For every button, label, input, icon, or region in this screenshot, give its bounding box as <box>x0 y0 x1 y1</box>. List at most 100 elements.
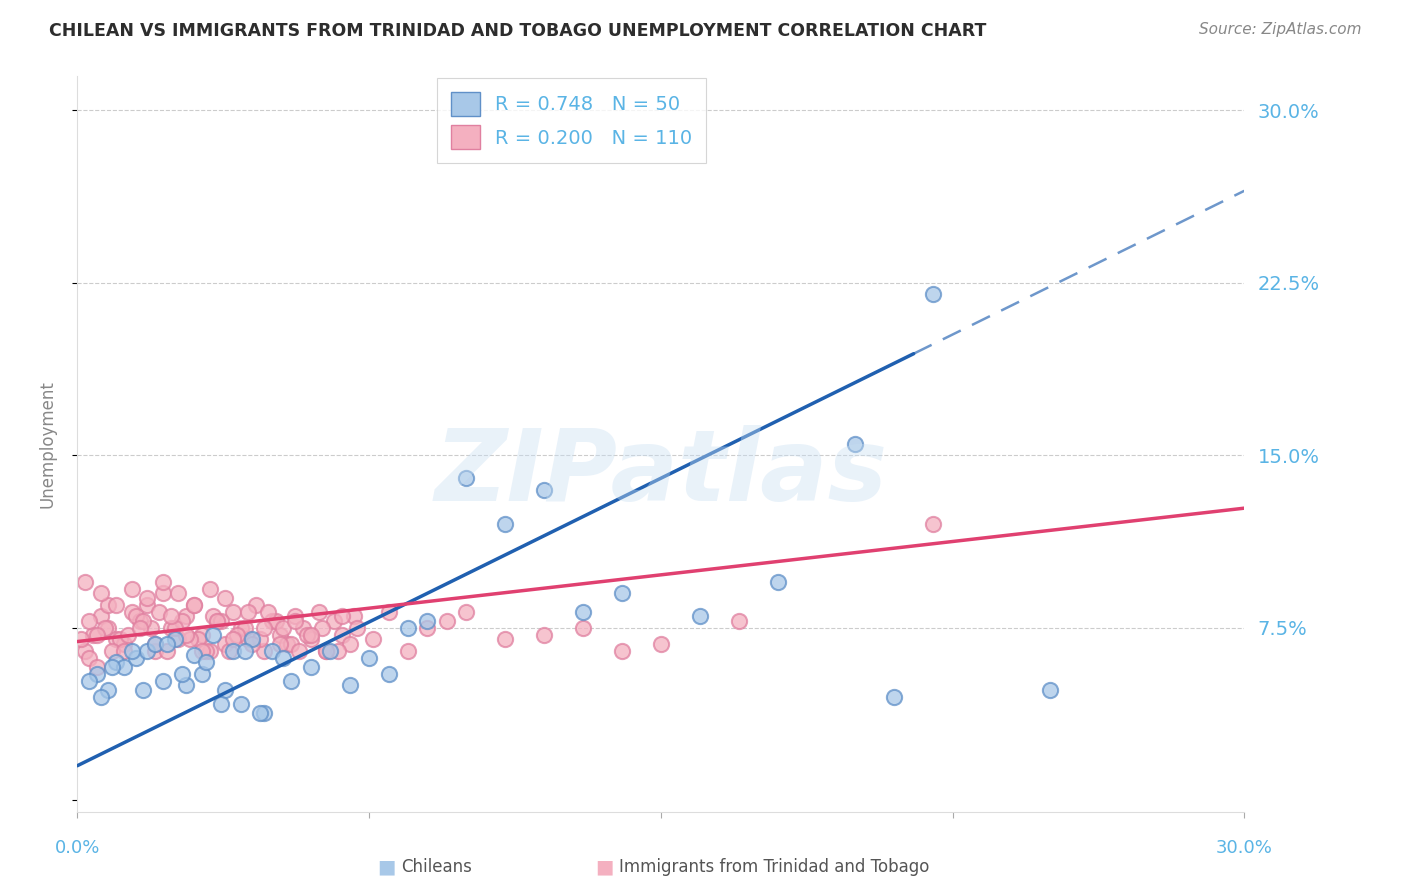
Point <box>93 621 115 635</box>
Point <box>533 627 555 641</box>
Point <box>183 598 205 612</box>
Point <box>121 605 143 619</box>
Point <box>572 621 595 635</box>
Point <box>105 632 128 647</box>
Point <box>143 637 166 651</box>
Point <box>202 627 225 641</box>
Point <box>883 690 905 704</box>
Point <box>330 627 353 641</box>
Point <box>276 637 298 651</box>
Point <box>112 644 135 658</box>
Point <box>194 655 217 669</box>
Point <box>280 673 302 688</box>
Text: 30.0%: 30.0% <box>1216 839 1272 857</box>
Point <box>416 614 439 628</box>
Point <box>533 483 555 497</box>
Text: Chileans: Chileans <box>401 858 471 876</box>
Point <box>121 644 143 658</box>
Point <box>70 632 93 647</box>
Point <box>152 586 174 600</box>
Point <box>416 621 439 635</box>
Point <box>191 666 214 681</box>
Point <box>172 666 194 681</box>
Point <box>214 591 236 605</box>
Point <box>90 690 112 704</box>
Point <box>86 660 108 674</box>
Point <box>167 632 190 647</box>
Point <box>229 697 252 711</box>
Point <box>273 650 295 665</box>
Point <box>187 632 209 647</box>
Point <box>766 574 789 589</box>
Point <box>253 644 276 658</box>
Point <box>124 609 148 624</box>
Point <box>77 673 100 688</box>
Point <box>299 632 322 647</box>
Point <box>299 627 322 641</box>
Point <box>159 609 181 624</box>
Point <box>238 632 260 647</box>
Point <box>86 627 108 641</box>
Point <box>128 621 150 635</box>
Point <box>108 632 131 647</box>
Point <box>396 621 419 635</box>
Point <box>396 644 419 658</box>
Point <box>315 644 337 658</box>
Point <box>436 614 458 628</box>
Point <box>339 637 361 651</box>
Point <box>152 673 174 688</box>
Point <box>97 682 120 697</box>
Point <box>97 621 120 635</box>
Point <box>101 644 124 658</box>
Point <box>689 609 711 624</box>
Text: Source: ZipAtlas.com: Source: ZipAtlas.com <box>1198 22 1361 37</box>
Point <box>214 682 236 697</box>
Point <box>117 627 139 641</box>
Point <box>191 627 214 641</box>
Point <box>77 614 100 628</box>
Point <box>218 644 240 658</box>
Point <box>323 614 346 628</box>
Point <box>260 614 283 628</box>
Point <box>269 637 291 651</box>
Point <box>156 637 179 651</box>
Point <box>132 614 155 628</box>
Point <box>172 614 194 628</box>
Point <box>198 644 221 658</box>
Point <box>101 660 124 674</box>
Point <box>179 632 201 647</box>
Point <box>494 632 516 647</box>
Point <box>233 644 256 658</box>
Point <box>311 621 333 635</box>
Point <box>284 609 307 624</box>
Point <box>1039 682 1062 697</box>
Point <box>727 614 749 628</box>
Point <box>264 614 287 628</box>
Point <box>202 609 225 624</box>
Point <box>121 582 143 596</box>
Point <box>198 582 221 596</box>
Point <box>174 627 197 641</box>
Point <box>572 605 595 619</box>
Point <box>222 605 245 619</box>
Point <box>222 644 245 658</box>
Point <box>339 678 361 692</box>
Point <box>207 614 229 628</box>
Point <box>253 706 276 720</box>
Point <box>319 644 342 658</box>
Point <box>97 598 120 612</box>
Point <box>315 644 337 658</box>
Point <box>82 627 104 641</box>
Point <box>163 632 186 647</box>
Point <box>152 574 174 589</box>
Point <box>225 627 247 641</box>
Point <box>159 621 181 635</box>
Point <box>249 632 271 647</box>
Point <box>253 621 276 635</box>
Y-axis label: Unemployment: Unemployment <box>38 380 56 508</box>
Point <box>299 660 322 674</box>
Point <box>167 586 190 600</box>
Point <box>308 605 330 619</box>
Point <box>284 614 307 628</box>
Text: Immigrants from Trinidad and Tobago: Immigrants from Trinidad and Tobago <box>619 858 929 876</box>
